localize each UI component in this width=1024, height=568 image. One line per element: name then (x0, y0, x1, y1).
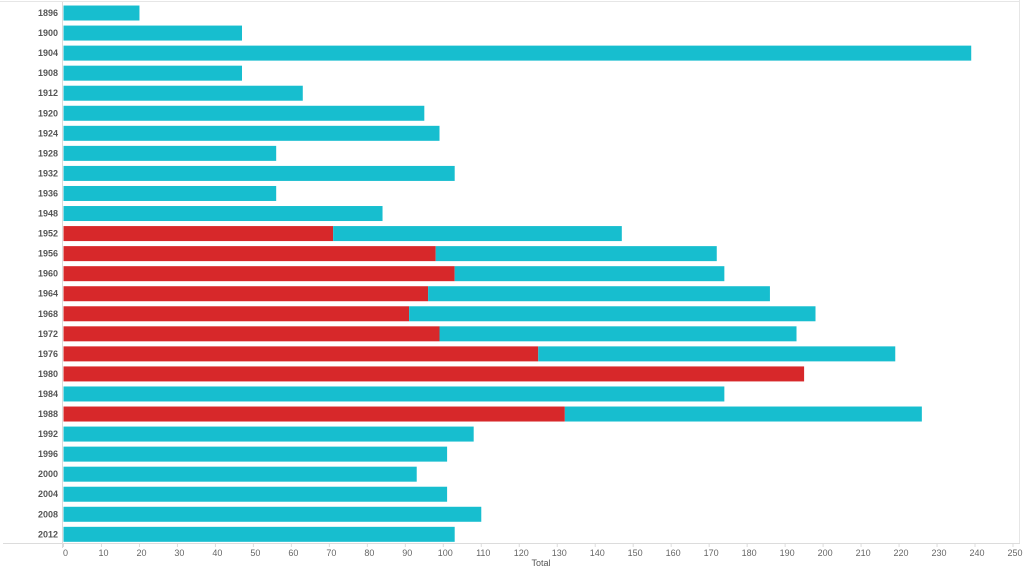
y-tick-label: 1996 (38, 449, 58, 459)
x-tick-label: 30 (174, 548, 184, 558)
y-tick-label: 1924 (38, 128, 58, 138)
y-tick-label: 1960 (38, 269, 58, 279)
x-tick-label: 70 (326, 548, 336, 558)
bar-1960-series-0[interactable] (63, 266, 455, 282)
y-tick-label: 1984 (38, 389, 58, 399)
bar-1936-series-1[interactable] (63, 185, 277, 201)
y-tick-label: 2000 (38, 469, 58, 479)
x-tick-label: 240 (970, 548, 985, 558)
x-tick-label: 230 (932, 548, 947, 558)
bar-2012-series-1[interactable] (63, 526, 455, 542)
x-axis-title: Total (531, 558, 550, 568)
bar-1908-series-1[interactable] (63, 65, 243, 81)
bar-1988-series-1[interactable] (564, 406, 922, 422)
x-tick-label: 180 (742, 548, 757, 558)
y-tick-label: 1976 (38, 349, 58, 359)
x-tick-label: 250 (1007, 548, 1022, 558)
y-tick-label: 1928 (38, 148, 58, 158)
y-tick-label: 1964 (38, 289, 58, 299)
x-tick-label: 220 (894, 548, 909, 558)
x-tick-labels: 0 10 20 30 40 50 60 70 80 90 100 110 120 130 140 150 160… (63, 543, 1023, 558)
y-tick-label: 1972 (38, 329, 58, 339)
bar-1904-series-1[interactable] (63, 45, 972, 61)
bar-1980-series-0[interactable] (63, 366, 805, 382)
x-tick-label: 80 (364, 548, 374, 558)
x-tick-label: 140 (590, 548, 605, 558)
x-tick-label: 50 (250, 548, 260, 558)
y-tick-label: 1920 (38, 108, 58, 118)
x-tick-label: 0 (63, 548, 68, 558)
bar-1968-series-0[interactable] (63, 306, 410, 322)
y-tick-label: 1948 (38, 209, 58, 219)
bar-1932-series-1[interactable] (63, 165, 455, 181)
x-tick-label: 60 (288, 548, 298, 558)
x-tick-label: 200 (818, 548, 833, 558)
y-tick-label: 1956 (38, 249, 58, 259)
x-tick-label: 150 (628, 548, 643, 558)
y-tick-label: 1900 (38, 28, 58, 38)
bars-group (63, 5, 972, 542)
bar-1984-series-1[interactable] (63, 386, 725, 402)
x-tick-label: 130 (552, 548, 567, 558)
bar-1928-series-1[interactable] (63, 145, 277, 161)
bar-1900-series-1[interactable] (63, 25, 243, 41)
bar-2004-series-1[interactable] (63, 486, 448, 502)
bar-1992-series-1[interactable] (63, 426, 474, 442)
x-tick-label: 20 (136, 548, 146, 558)
y-tick-label: 1988 (38, 409, 58, 419)
bar-1920-series-1[interactable] (63, 105, 425, 121)
x-tick-label: 210 (856, 548, 871, 558)
y-tick-label: 1932 (38, 168, 58, 178)
bar-1956-series-0[interactable] (63, 246, 436, 262)
bar-1964-series-0[interactable] (63, 286, 429, 302)
bar-1952-series-1[interactable] (333, 226, 622, 242)
bar-1976-series-0[interactable] (63, 346, 539, 362)
bar-1968-series-1[interactable] (409, 306, 816, 322)
bar-1996-series-1[interactable] (63, 446, 448, 462)
y-tick-label: 1980 (38, 369, 58, 379)
bar-1972-series-1[interactable] (439, 326, 797, 342)
y-tick-label: 2012 (38, 529, 58, 539)
bar-2008-series-1[interactable] (63, 506, 482, 522)
x-tick-label: 120 (514, 548, 529, 558)
bar-2000-series-1[interactable] (63, 466, 417, 482)
x-tick-label: 170 (704, 548, 719, 558)
bar-1964-series-1[interactable] (428, 286, 770, 302)
y-tick-labels: 1896 1900 1904 1908 1912 1920 1924 1928 1932 1936… (38, 8, 58, 539)
x-tick-label: 40 (212, 548, 222, 558)
x-tick-label: 90 (402, 548, 412, 558)
y-tick-label: 2004 (38, 489, 58, 499)
y-tick-label: 1896 (38, 8, 58, 18)
bar-1952-series-0[interactable] (63, 226, 334, 242)
bar-1912-series-1[interactable] (63, 85, 303, 101)
y-tick-label: 1904 (38, 48, 58, 58)
x-tick-label: 160 (666, 548, 681, 558)
bar-1948-series-1[interactable] (63, 206, 383, 222)
y-tick-label: 2008 (38, 509, 58, 519)
y-tick-label: 1912 (38, 88, 58, 98)
x-tick-label: 190 (780, 548, 795, 558)
x-tick-label: 100 (438, 548, 453, 558)
bar-1976-series-1[interactable] (538, 346, 896, 362)
y-tick-label: 1908 (38, 68, 58, 78)
x-tick-label: 10 (98, 548, 108, 558)
bar-1956-series-1[interactable] (435, 246, 717, 262)
x-tick-label: 110 (476, 548, 490, 558)
y-tick-label: 1952 (38, 229, 58, 239)
bar-1960-series-1[interactable] (454, 266, 725, 282)
bar-1924-series-1[interactable] (63, 125, 440, 141)
bar-1988-series-0[interactable] (63, 406, 565, 422)
bar-1972-series-0[interactable] (63, 326, 440, 342)
bar-1896-series-1[interactable] (63, 5, 140, 21)
y-tick-label: 1992 (38, 429, 58, 439)
y-tick-label: 1936 (38, 188, 58, 198)
y-tick-label: 1968 (38, 309, 58, 319)
